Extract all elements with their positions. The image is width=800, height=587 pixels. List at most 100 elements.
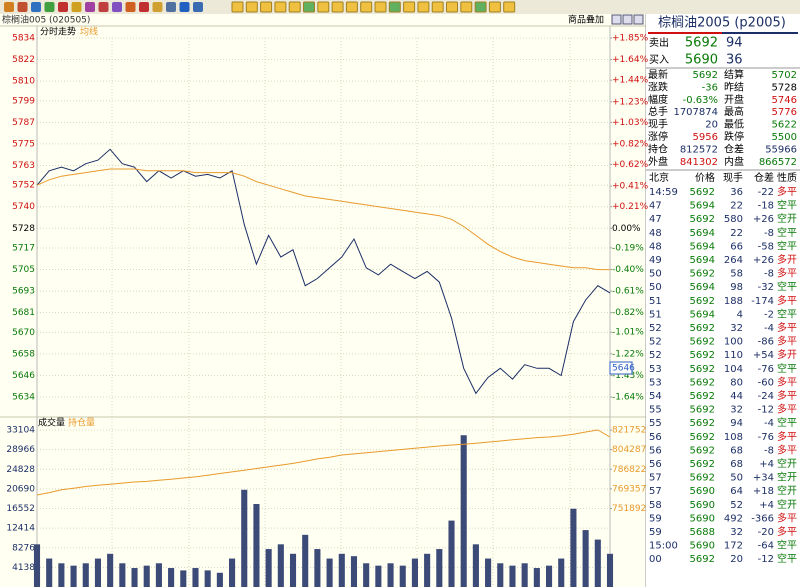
tick-cell: 14:59 — [649, 187, 678, 198]
toolbar-button[interactable] — [403, 1, 416, 13]
tick-cell: -18 — [758, 201, 774, 212]
toolbar-button[interactable] — [152, 2, 163, 12]
tick-cell: -58 — [758, 241, 774, 252]
toolbar-button[interactable] — [388, 1, 401, 13]
toolbar-button[interactable] — [179, 2, 190, 12]
toolbar-button[interactable] — [303, 1, 315, 13]
toolbar-button[interactable] — [374, 1, 387, 13]
overlay-button[interactable]: 商品叠加 — [568, 14, 604, 26]
stat-value: 5692 — [693, 70, 718, 81]
y2-tick-label: +1.23% — [612, 97, 649, 107]
volume-bar — [497, 563, 504, 587]
toolbar-button[interactable] — [260, 1, 273, 13]
toolbar-button[interactable] — [125, 2, 136, 12]
stat-label: 幅度 — [648, 93, 668, 106]
tick-cell: 56 — [649, 445, 662, 456]
tick-cell: 66 — [730, 241, 743, 252]
volume-bar — [180, 570, 187, 587]
toolbar-button[interactable] — [193, 2, 203, 12]
tick-header: 北京 — [649, 171, 669, 184]
tick-cell: -12 — [758, 554, 774, 565]
toolbar-button[interactable] — [474, 1, 487, 13]
tick-cell: 58 — [649, 500, 662, 511]
volume-bar — [387, 563, 394, 587]
toolbar-button[interactable] — [112, 2, 122, 12]
tick-cell: -4 — [764, 418, 774, 429]
toolbar-button[interactable] — [460, 1, 473, 13]
toolbar-button[interactable] — [446, 1, 458, 13]
stat-value: 841302 — [680, 157, 718, 168]
toolbar-button[interactable] — [331, 1, 344, 13]
toolbar-button[interactable] — [488, 1, 501, 13]
toolbar-button[interactable] — [4, 2, 14, 12]
toolbar-button[interactable] — [31, 2, 41, 12]
volume-bar — [424, 553, 431, 587]
tick-cell: 55 — [649, 405, 662, 416]
tick-cell: -2 — [764, 309, 774, 320]
tick-cell: 多平 — [777, 525, 797, 538]
toolbar-button[interactable] — [166, 2, 176, 12]
toolbar-button[interactable] — [231, 1, 244, 13]
toolbar-button[interactable] — [245, 1, 258, 13]
tick-cell: 50 — [649, 269, 662, 280]
toolbar-button[interactable] — [503, 1, 516, 13]
y-tick-label: 5752 — [12, 181, 35, 191]
y-tick-label: 24828 — [6, 465, 35, 475]
y-tick-label: 5787 — [12, 118, 35, 128]
window-button[interactable] — [611, 14, 622, 25]
stat-label: 开盘 — [724, 93, 744, 106]
toolbar-button[interactable] — [345, 1, 358, 13]
tick-cell: 多平 — [777, 335, 797, 348]
toolbar-button[interactable] — [98, 2, 109, 12]
toolbar-button[interactable] — [360, 1, 373, 13]
toolbar-button[interactable] — [431, 1, 444, 13]
stat-value: 5776 — [772, 107, 797, 118]
y2-tick-label: +0.82% — [612, 139, 649, 149]
toolbar-button[interactable] — [58, 2, 68, 12]
y2-tick-label: 0.00% — [612, 224, 641, 234]
tick-cell: 空开 — [777, 212, 797, 225]
stat-label: 总手 — [648, 105, 668, 118]
volume-bar — [533, 568, 540, 587]
volume-bar — [399, 565, 406, 587]
y-tick-label: 20690 — [6, 484, 35, 494]
tick-cell: 188 — [724, 296, 743, 307]
tick-cell: 50 — [649, 282, 662, 293]
tick-cell: 53 — [649, 377, 662, 388]
toolbar-button[interactable] — [71, 2, 82, 12]
stat-value: 5622 — [772, 120, 797, 131]
volume-bar — [143, 565, 150, 587]
toolbar-button[interactable] — [288, 1, 301, 13]
toolbar-button[interactable] — [139, 2, 149, 12]
tick-cell: -76 — [758, 432, 774, 443]
stat-label: 昨结 — [724, 80, 744, 93]
volume-bar — [58, 563, 65, 587]
y-tick-label: 5693 — [12, 287, 35, 297]
tick-cell: +18 — [753, 486, 774, 497]
tick-cell: 空开 — [777, 498, 797, 511]
toolbar-button[interactable] — [85, 2, 95, 12]
toolbar-button[interactable] — [44, 2, 55, 12]
tick-cell: 5692 — [690, 445, 715, 456]
tick-header: 仓差 — [754, 171, 774, 184]
toolbar-button[interactable] — [274, 1, 287, 13]
tick-cell: -20 — [758, 527, 774, 538]
tick-cell: 36 — [730, 187, 743, 198]
toolbar-button[interactable] — [17, 2, 28, 12]
stat-value: 5746 — [772, 95, 797, 106]
tick-cell: 空平 — [777, 199, 797, 212]
cursor-label: 5646 — [612, 364, 635, 374]
tick-cell: 多平 — [777, 511, 797, 524]
tick-cell: 5692 — [690, 405, 715, 416]
tick-cell: 5692 — [690, 323, 715, 334]
y2-tick-label: 804287 — [612, 445, 646, 455]
tick-cell: 52 — [649, 337, 662, 348]
toolbar-button[interactable] — [417, 1, 430, 13]
volume-bar — [350, 556, 358, 587]
toolbar-button[interactable] — [317, 1, 330, 13]
volume-bar — [448, 520, 455, 587]
tick-cell: 47 — [649, 214, 662, 225]
window-button[interactable] — [622, 14, 633, 25]
window-button[interactable] — [633, 14, 644, 25]
y-tick-label: 4138 — [12, 563, 35, 573]
